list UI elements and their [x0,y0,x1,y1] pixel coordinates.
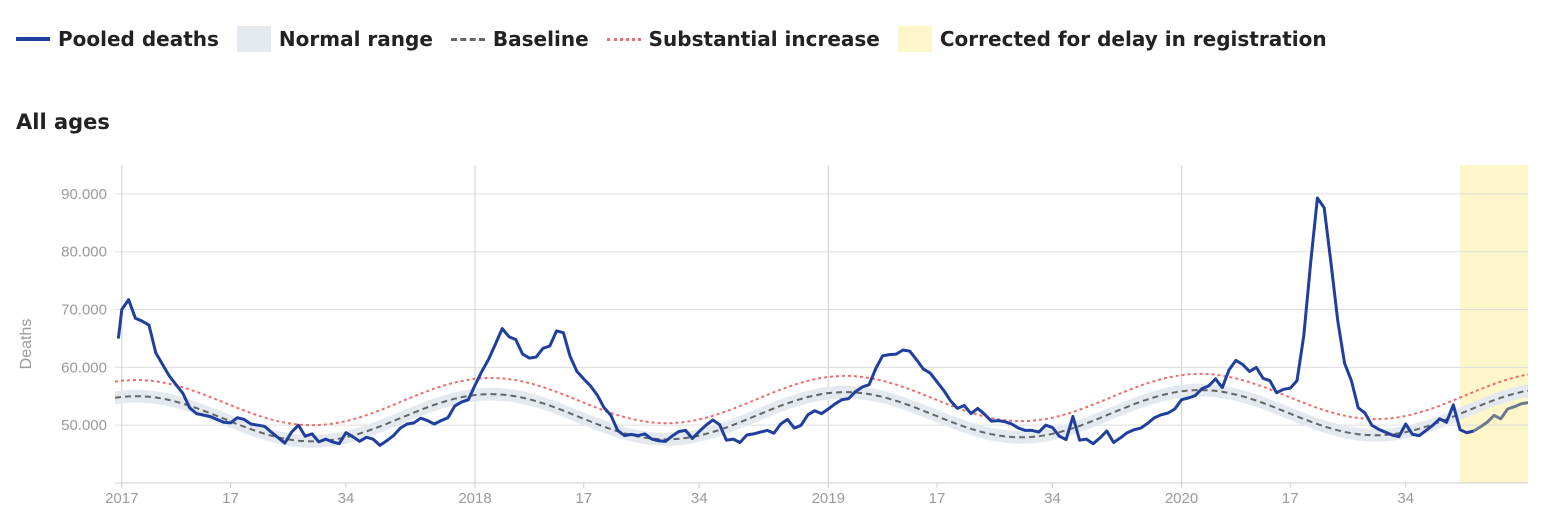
x-tick-label: 2020 [1165,490,1198,507]
x-tick-label: 17 [222,490,239,507]
pooled-deaths-corrected-line [1472,401,1529,433]
legend-item-corrected[interactable]: Corrected for delay in registration [897,26,1327,52]
x-tick-label: 2018 [458,490,491,507]
substantial-increase-line [114,372,1529,427]
y-axis-label: Deaths [18,319,35,370]
x-tick-label: 34 [691,490,708,507]
corrected-region [1460,165,1528,483]
x-tick-label: 34 [1044,490,1061,507]
pooled-deaths-line [116,196,1475,447]
legend-swatch-corrected [897,26,932,52]
legend-swatch-normal-range [236,26,271,52]
axes: 50.000 60.000 70.000 80.000 90.000 2017 17 34 20… [18,186,1528,507]
legend-label-pooled-deaths: Pooled deaths [58,27,219,51]
x-tick-label: 2017 [105,490,138,507]
y-tick-label: 90.000 [61,186,107,203]
legend-swatch-baseline [450,37,485,41]
y-tick-label: 70.000 [61,302,107,319]
legend-swatch-substantial-increase [606,37,641,41]
legend-label-substantial-increase: Substantial increase [648,27,880,51]
panel-title: All ages [16,110,110,134]
legend: Pooled deaths Normal range Baseline Subs… [16,22,1345,56]
legend-swatch-pooled-deaths [16,37,50,41]
y-tick-label: 60.000 [61,359,107,376]
x-tick-label: 17 [929,490,946,507]
legend-item-substantial-increase[interactable]: Substantial increase [606,27,880,51]
y-tick-label: 80.000 [61,244,107,261]
y-tick-label: 50.000 [61,417,107,434]
x-tick-label: 17 [1282,490,1299,507]
corrected-region-layer [1460,165,1528,483]
legend-item-baseline[interactable]: Baseline [450,27,589,51]
x-tick-label: 17 [575,490,592,507]
legend-label-baseline: Baseline [492,27,589,51]
legend-item-pooled-deaths[interactable]: Pooled deaths [16,27,219,51]
legend-item-normal-range[interactable]: Normal range [236,26,433,52]
x-tick-label: 34 [1397,490,1414,507]
legend-label-normal-range: Normal range [278,27,433,51]
x-tick-label: 34 [338,490,355,507]
gridlines [115,165,1528,483]
x-tick-label: 2019 [812,490,845,507]
series-lines [114,196,1529,447]
legend-label-corrected: Corrected for delay in registration [939,27,1327,51]
